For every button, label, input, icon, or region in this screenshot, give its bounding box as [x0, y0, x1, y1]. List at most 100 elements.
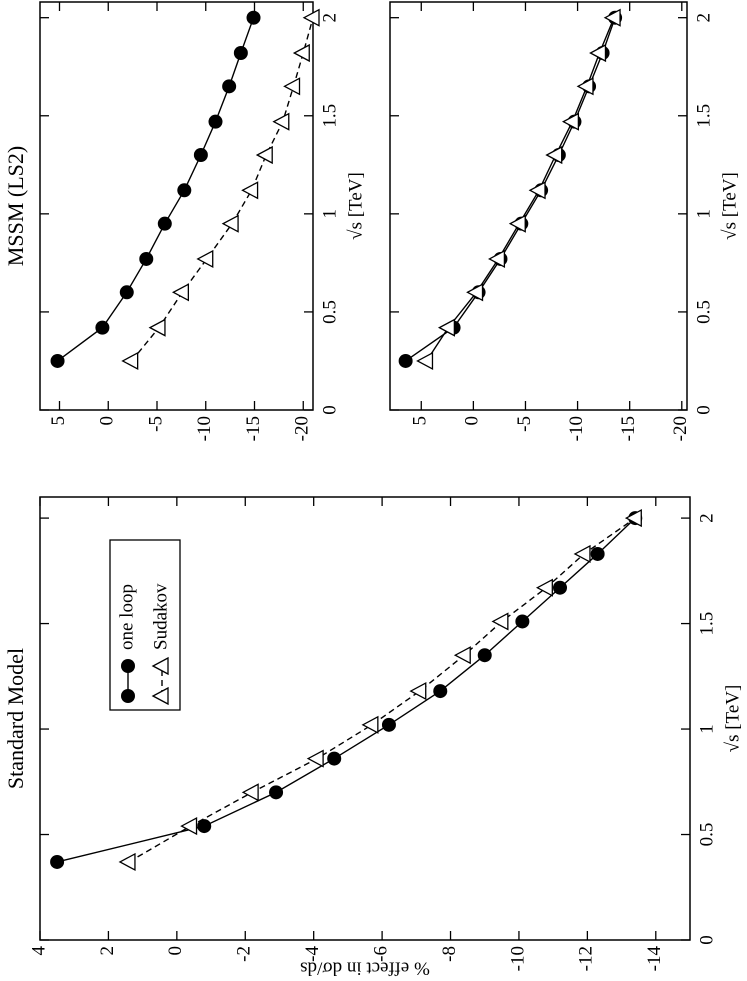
marker-circle — [193, 148, 208, 162]
x-tick-label: 0 — [319, 405, 340, 415]
marker-circle — [381, 717, 396, 732]
y-tick-label: 5 — [410, 416, 431, 426]
plot-frame — [389, 1, 688, 411]
marker-circle — [553, 580, 567, 595]
y-tick-label: -12 — [576, 946, 597, 971]
x-tick-label: 1.5 — [696, 612, 717, 636]
y-tick-label: 5 — [48, 416, 69, 426]
marker-circle — [139, 251, 154, 266]
y-tick-label: 0 — [97, 416, 118, 426]
y-tick-label: -4 — [302, 946, 323, 962]
marker-circle — [208, 114, 223, 129]
marker-circle — [269, 785, 284, 800]
x-tick-label: 1 — [696, 724, 717, 734]
y-axis-label: % effect in dσ/ds — [300, 958, 430, 979]
marker-triangle — [576, 77, 594, 96]
marker-triangle — [302, 8, 320, 27]
plot-frame — [39, 496, 691, 941]
marker-triangle — [272, 112, 290, 131]
marker-circle — [233, 46, 248, 60]
marker-circle — [95, 320, 110, 335]
y-tick-label: -20 — [292, 416, 313, 441]
chart-title: Standard Model — [3, 648, 28, 789]
marker-circle — [177, 183, 192, 198]
y-tick-label: -15 — [243, 416, 264, 441]
marker-triangle — [306, 749, 324, 768]
marker-triangle — [573, 544, 591, 564]
chart-title: MSSM (LS2) — [3, 146, 28, 266]
panel: 0 0.5 1 1.5 2 5 0 -5 -10 -15 -20 MSSM (LS2) √s [TeV] — [3, 1, 366, 441]
marker-triangle — [121, 351, 139, 371]
marker-triangle — [603, 8, 621, 27]
landscape-figure: 0 0.5 1 1.5 2 4 2 0 -2 -4 -6 -8 -10 -12 -14 Standard Mo… — [3, 1, 743, 979]
series-line — [128, 517, 636, 863]
x-tick-label: 0 — [696, 935, 717, 945]
marker-triangle — [491, 612, 509, 631]
y-tick-label: -5 — [145, 416, 166, 432]
legend-marker — [151, 656, 169, 676]
marker-triangle — [535, 578, 553, 597]
legend-marker — [121, 689, 135, 703]
marker-triangle — [241, 783, 259, 802]
y-tick-label: 0 — [462, 416, 483, 426]
marker-triangle — [148, 318, 166, 337]
marker-triangle — [171, 283, 189, 302]
marker-circle — [515, 614, 530, 629]
marker-circle — [398, 353, 413, 368]
marker-circle — [222, 79, 237, 94]
x-tick-label: 0.5 — [696, 823, 717, 847]
marker-triangle — [466, 283, 484, 302]
series-line — [425, 17, 615, 362]
marker-circle — [246, 10, 261, 25]
marker-triangle — [196, 249, 214, 269]
x-tick-label: 0.5 — [693, 300, 714, 324]
marker-triangle — [561, 112, 580, 131]
x-axis-label: √s [TeV] — [722, 685, 743, 753]
marker-circle — [327, 751, 342, 766]
y-tick-label: -10 — [566, 416, 587, 441]
marker-circle — [50, 353, 65, 368]
x-tick-label: 1.5 — [693, 104, 714, 128]
marker-circle — [50, 854, 65, 869]
x-tick-label: 0.5 — [319, 300, 340, 324]
x-tick-label: 2 — [319, 13, 340, 23]
y-tick-label: -6 — [370, 946, 391, 962]
x-tick-label: 2 — [693, 13, 714, 23]
marker-triangle — [409, 681, 427, 701]
legend-label: Sudakov — [150, 583, 171, 650]
y-tick-label: -10 — [507, 946, 528, 971]
marker-triangle — [487, 249, 506, 269]
y-tick-label: 4 — [28, 946, 49, 956]
x-tick-label: 0 — [693, 405, 714, 415]
x-axis-label: √s [TeV] — [345, 172, 366, 240]
series-line — [405, 17, 616, 362]
marker-triangle — [437, 318, 456, 337]
marker-circle — [119, 285, 134, 300]
legend-marker — [121, 659, 135, 673]
marker-circle — [157, 216, 172, 231]
y-tick-label: 2 — [97, 946, 118, 956]
marker-triangle — [589, 43, 607, 63]
y-tick-label: -14 — [644, 946, 665, 972]
x-tick-label: 1 — [319, 209, 340, 219]
x-tick-label: 2 — [696, 513, 717, 523]
marker-triangle — [361, 715, 379, 734]
marker-triangle — [416, 351, 434, 371]
panel: 0 0.5 1 1.5 2 4 2 0 -2 -4 -6 -8 -10 -12 -14 Standard Mo… — [3, 496, 743, 979]
y-tick-label: -5 — [514, 416, 535, 432]
y-tick-label: -10 — [194, 416, 215, 441]
marker-triangle — [624, 509, 642, 528]
series-line — [131, 17, 314, 362]
marker-triangle — [255, 145, 273, 165]
x-tick-label: 1.5 — [319, 104, 340, 128]
x-axis-label: √s [TeV] — [719, 172, 740, 240]
legend-label: one loop — [116, 584, 137, 650]
marker-triangle — [241, 181, 259, 200]
marker-triangle — [118, 852, 136, 872]
series-line — [57, 17, 255, 362]
x-tick-label: 1 — [693, 209, 714, 219]
legend-marker — [151, 686, 169, 706]
y-tick-label: -20 — [670, 416, 691, 441]
